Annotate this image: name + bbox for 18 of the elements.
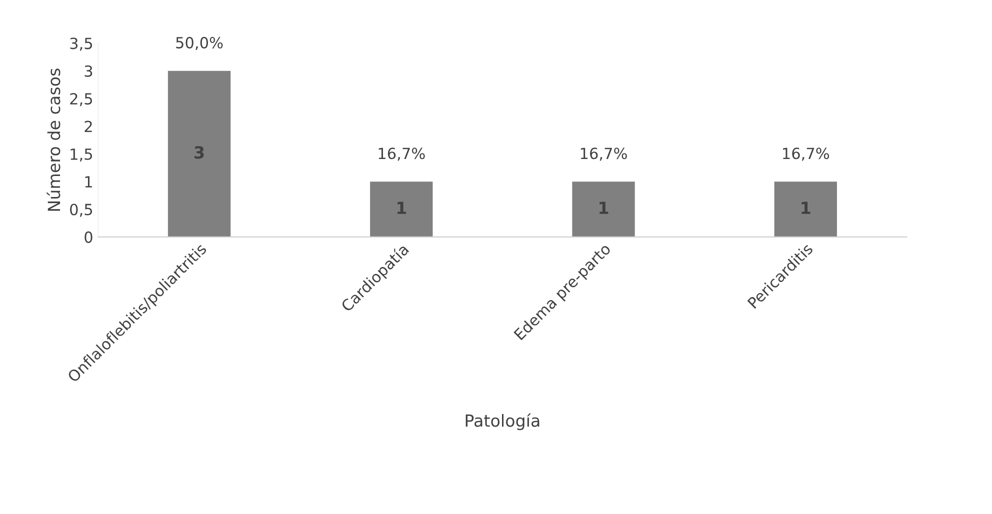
data-label: 3 — [194, 146, 204, 159]
data-label: 1 — [397, 202, 406, 214]
y-tick-label: 0 — [84, 231, 92, 243]
y-tick-label: 1 — [85, 176, 92, 188]
x-axis-title: Patología — [466, 413, 540, 430]
y-tick-label: 2 — [84, 120, 92, 132]
y-tick-label: 3 — [84, 65, 92, 77]
data-label: 1 — [600, 202, 608, 214]
y-tick-label: 1,5 — [70, 148, 92, 162]
y-tick-label: 0,5 — [70, 204, 92, 217]
data-label: 1 — [802, 202, 810, 214]
annotation: 50,0% — [176, 36, 223, 50]
annotation: 16,7% — [783, 148, 830, 161]
y-tick-label: 2,5 — [70, 93, 92, 106]
y-axis-title: Número de casos — [46, 68, 60, 211]
annotation: 16,7% — [378, 148, 425, 161]
y-tick-label: 3,5 — [70, 38, 92, 51]
annotation: 16,7% — [580, 148, 627, 161]
